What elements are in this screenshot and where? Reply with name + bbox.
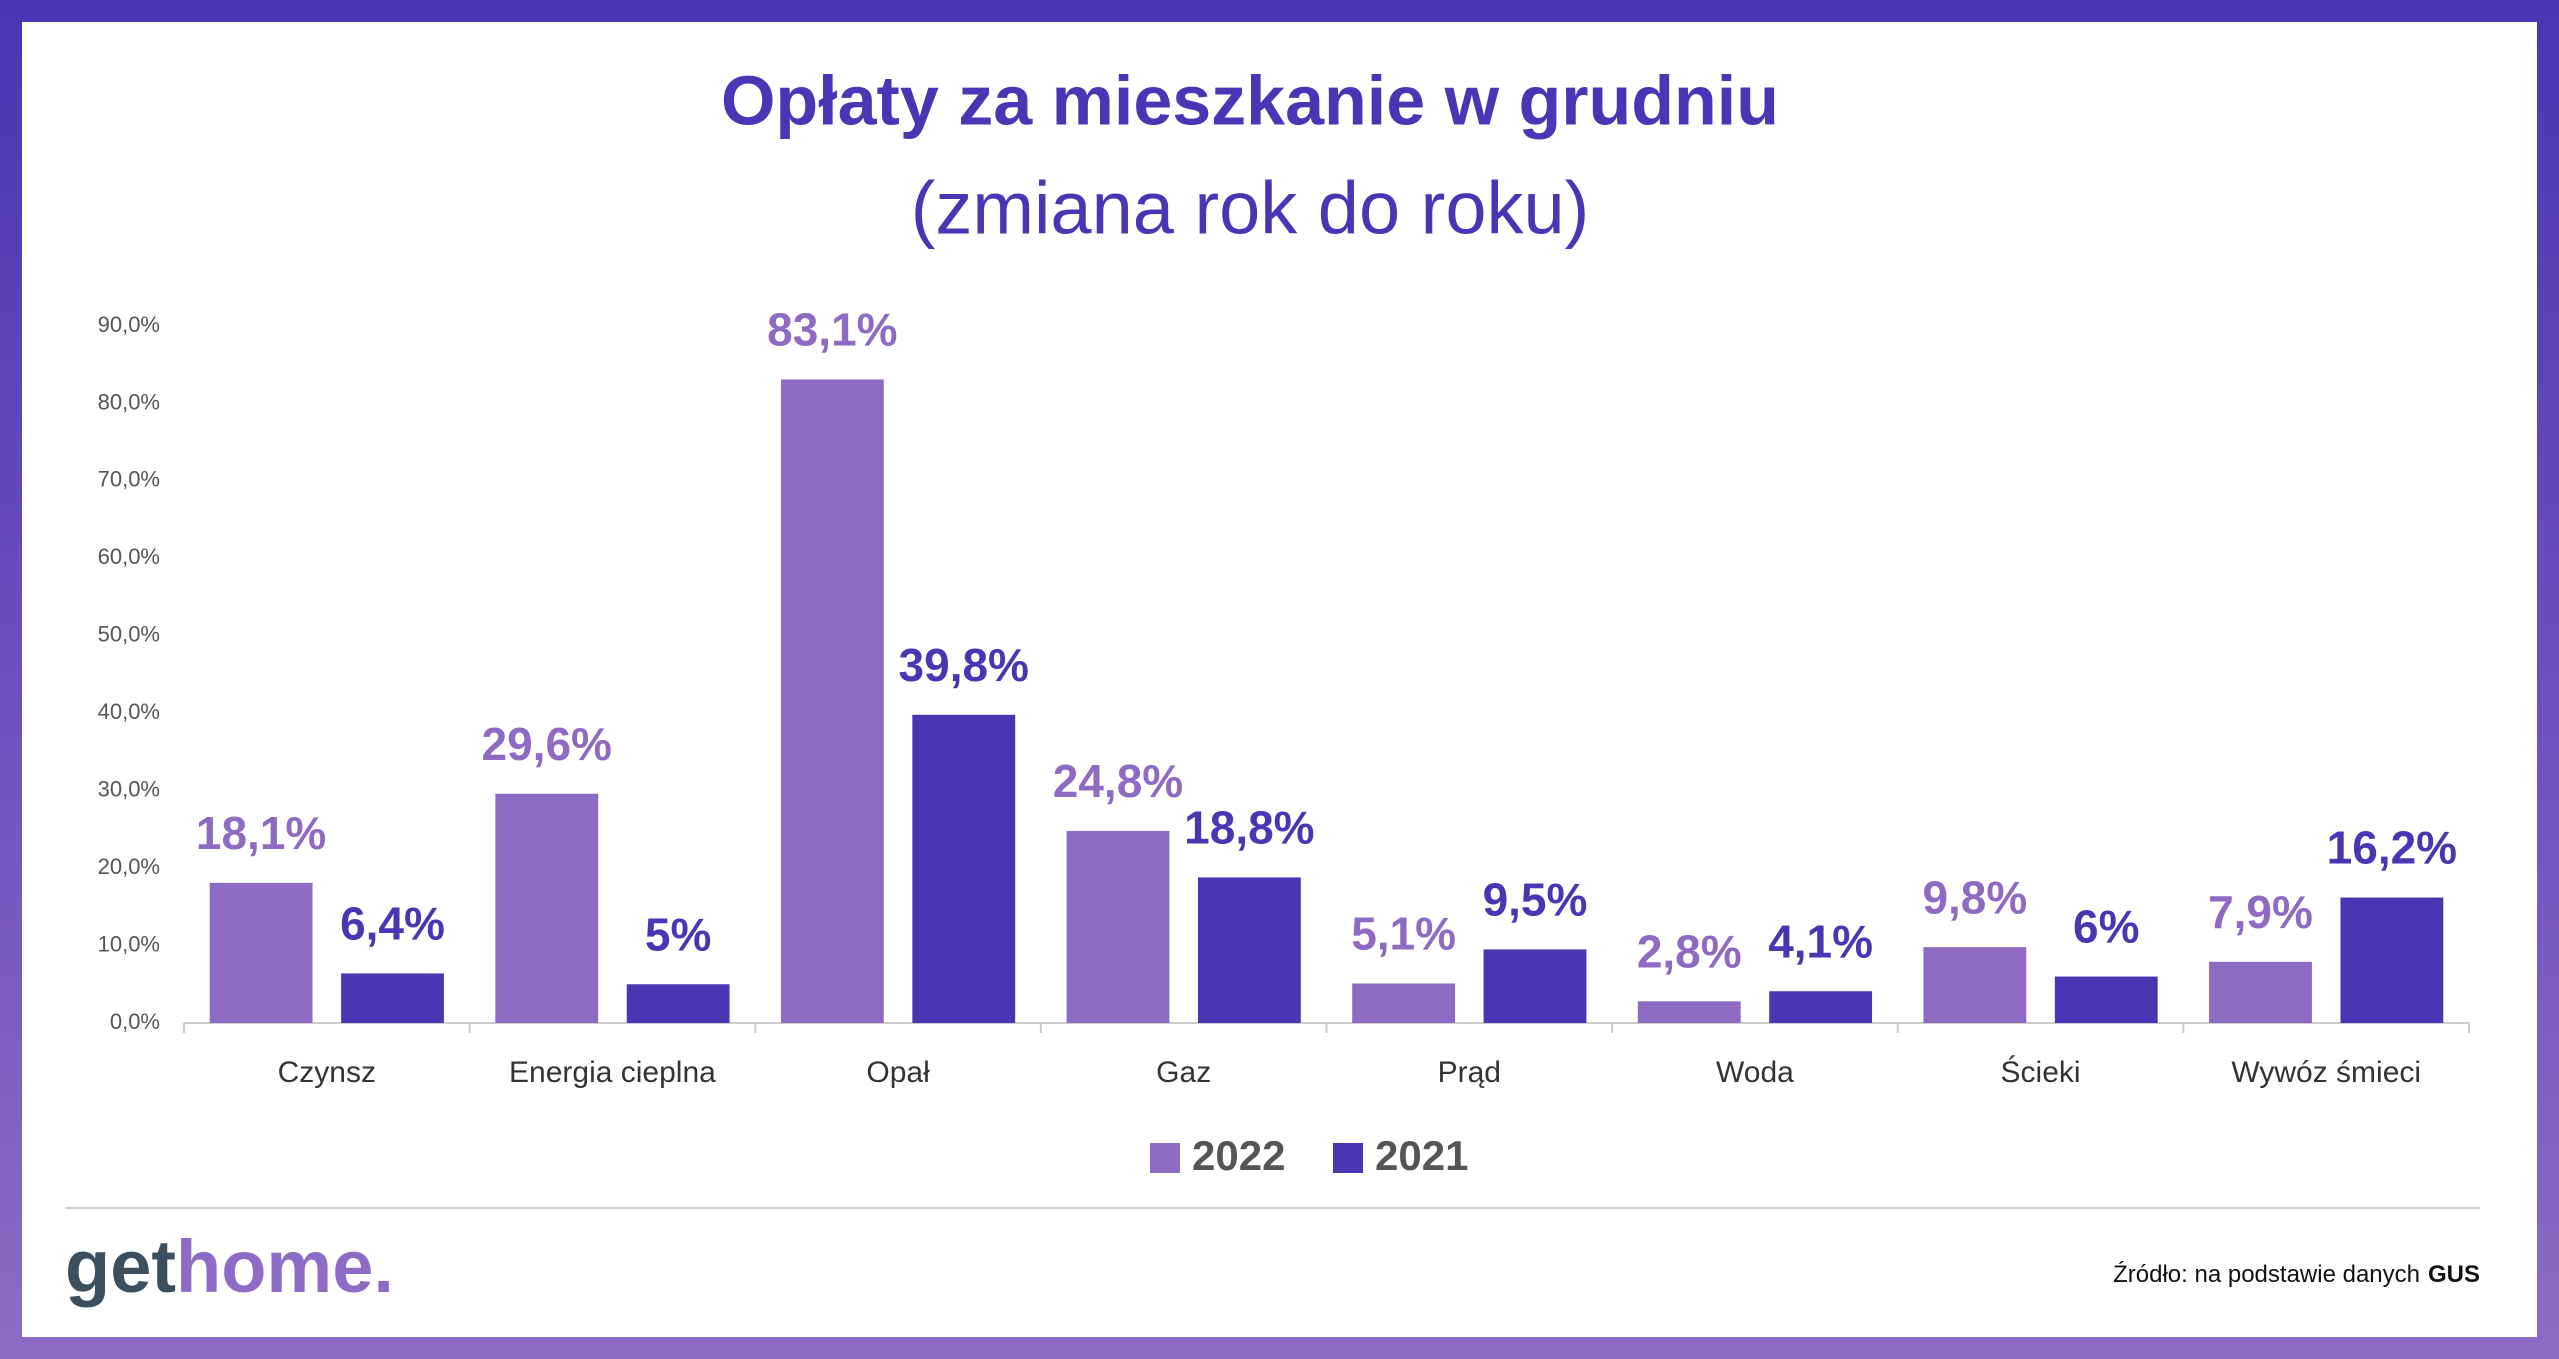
y-tick-label: 80,0%	[98, 389, 160, 414]
bar	[341, 973, 444, 1023]
y-tick-label: 50,0%	[98, 622, 160, 647]
logo-home: home.	[176, 1225, 394, 1308]
source-text: Źródło: na podstawie danych	[2113, 1261, 2420, 1288]
legend-label: 2021	[1375, 1132, 1468, 1179]
chart-subtitle: (zmiana rok do roku)	[911, 167, 1590, 250]
data-label: 16,2%	[2327, 822, 2457, 874]
legend-label: 2022	[1192, 1132, 1285, 1179]
bar	[780, 379, 884, 1024]
y-tick-label: 70,0%	[98, 467, 160, 492]
bar	[495, 793, 599, 1023]
data-label: 83,1%	[767, 304, 897, 356]
y-tick-label: 60,0%	[98, 544, 160, 569]
x-tick-label: Energia cieplna	[509, 1056, 716, 1089]
data-label: 4,1%	[1768, 915, 1873, 967]
data-label: 9,5%	[1483, 874, 1588, 926]
data-label: 2,8%	[1637, 925, 1742, 977]
x-tick-label: Woda	[1716, 1056, 1794, 1089]
bar	[626, 984, 730, 1023]
data-label: 39,8%	[899, 639, 1029, 691]
chart-title: Opłaty za mieszkanie w grudniu	[721, 61, 1779, 139]
y-tick-label: 10,0%	[98, 931, 160, 956]
bar	[2340, 897, 2444, 1023]
y-tick-label: 20,0%	[98, 854, 160, 879]
legend-swatch	[1333, 1143, 1363, 1173]
panel	[22, 22, 2537, 1337]
y-tick-label: 40,0%	[98, 699, 160, 724]
x-tick-label: Wywóz śmieci	[2231, 1056, 2421, 1089]
logo: gethome.	[65, 1225, 394, 1308]
bar	[2209, 961, 2312, 1023]
y-tick-label: 30,0%	[98, 776, 160, 801]
bar	[912, 714, 1016, 1023]
data-label: 6,4%	[340, 898, 445, 950]
data-label: 6%	[2073, 901, 2139, 953]
data-label: 9,8%	[1922, 871, 2027, 923]
bar	[209, 882, 313, 1023]
bar	[1197, 877, 1301, 1023]
y-tick-label: 0,0%	[110, 1009, 160, 1034]
data-label: 5%	[645, 908, 711, 960]
bar	[1352, 983, 1456, 1023]
x-tick-label: Ścieki	[2001, 1055, 2081, 1089]
x-tick-label: Czynsz	[278, 1056, 376, 1089]
x-tick-label: Gaz	[1156, 1056, 1211, 1089]
data-label: 29,6%	[482, 718, 612, 770]
bar	[1923, 947, 2027, 1023]
bar	[1637, 1001, 1741, 1023]
bar	[1483, 949, 1587, 1023]
bar	[1769, 991, 1873, 1023]
data-label: 18,8%	[1184, 802, 1314, 854]
y-tick-label: 90,0%	[98, 312, 160, 337]
data-label: 18,1%	[196, 807, 326, 859]
x-tick-label: Opał	[866, 1056, 930, 1089]
logo-get: get	[65, 1225, 176, 1308]
data-label: 24,8%	[1053, 755, 1183, 807]
x-tick-label: Prąd	[1438, 1056, 1501, 1089]
bar	[2054, 976, 2158, 1023]
source: Źródło: na podstawie danych GUS	[2113, 1261, 2480, 1288]
data-label: 7,9%	[2208, 886, 2313, 938]
bar	[1066, 830, 1170, 1023]
data-label: 5,1%	[1351, 908, 1456, 960]
legend-swatch	[1150, 1143, 1180, 1173]
source-bold: GUS	[2428, 1261, 2480, 1288]
